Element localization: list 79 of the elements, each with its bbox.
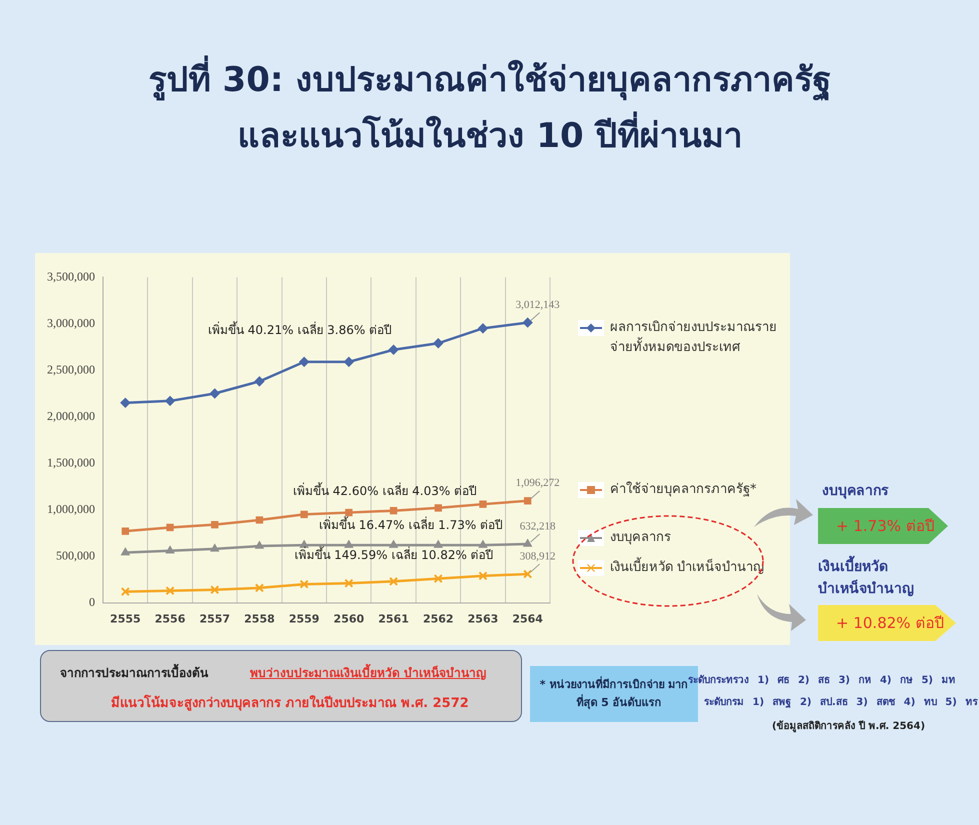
point [388, 344, 399, 355]
point [523, 570, 532, 579]
point [210, 388, 220, 398]
point [434, 574, 443, 584]
x-tick-label: 2555 [110, 612, 141, 626]
legend-label: ผลการเบิกจ่ายงบประมาณรายจ่ายทั้งหมดของประเทศ [610, 319, 778, 357]
chart-title: รูปที่ 30: งบประมาณค่าใช้จ่ายบุคลากรภาครัฐ และแนวโน้มในช่วง 10 ปีที่ผ่านมา [148, 54, 832, 158]
point [165, 396, 176, 406]
annotation: เพิ่มขึ้น 42.60% เฉลี่ย 4.03% ต่อปี [292, 481, 478, 500]
data-label: 308,912 [520, 550, 556, 562]
x-tick-label: 2561 [378, 612, 409, 626]
text: + 10.82% ต่อปี [818, 605, 956, 641]
point [434, 504, 442, 512]
point [523, 538, 532, 547]
point [299, 356, 310, 367]
point [254, 583, 264, 592]
point [210, 544, 220, 552]
point [389, 576, 398, 586]
point [478, 323, 488, 334]
y-tick-label: 1,000,000 [47, 502, 95, 516]
x-tick-label: 2559 [288, 612, 320, 626]
point [300, 580, 309, 589]
point [433, 338, 444, 348]
point [344, 540, 354, 548]
point [120, 398, 130, 408]
point [166, 546, 174, 554]
point [210, 585, 220, 594]
x-tick-label: 2563 [468, 612, 498, 626]
point [345, 508, 353, 516]
point [120, 548, 130, 556]
x-tick-label: 2562 [422, 612, 454, 626]
point [166, 524, 174, 532]
point [256, 516, 264, 524]
x-tick-label: 2564 [512, 612, 544, 626]
point [522, 318, 533, 328]
x-tick-label: 2560 [334, 612, 364, 626]
point [255, 541, 264, 549]
point [478, 540, 488, 548]
text: จากการประมาณการเบื้องต้น [60, 663, 208, 682]
point [254, 376, 264, 386]
point [434, 540, 443, 548]
text: งบบุคลากร [822, 482, 889, 501]
point [478, 571, 488, 580]
legend-label: งบบุคลากร [610, 529, 671, 547]
x-tick-label: 2556 [154, 612, 186, 626]
text: พบว่างบประมาณเงินเบี้ยหวัด บำเหน็จบำนาญ [250, 663, 486, 682]
y-tick-label: 2,000,000 [47, 408, 95, 423]
point [211, 520, 218, 528]
point [344, 578, 354, 588]
y-tick-label: 3,500,000 [47, 269, 95, 284]
legend-label: ค่าใช้จ่ายบุคลากรภาครัฐ* [610, 480, 756, 499]
y-tick-label: 1,500,000 [47, 455, 95, 470]
point [122, 527, 130, 535]
x-tick-label: 2557 [199, 612, 230, 626]
y-tick-label: 3,000,000 [47, 316, 95, 330]
point [479, 500, 487, 508]
data-label: 1,096,272 [516, 477, 560, 490]
data-label: 632,218 [520, 520, 556, 532]
point [524, 497, 532, 504]
y-tick-label: 2,500,000 [47, 362, 95, 376]
text: เงินเบี้ยหวัด บำเหน็จบำนาญ [818, 556, 915, 599]
annotation: เพิ่มขึ้น 149.59% เฉลี่ย 10.82% ต่อปี [294, 545, 494, 564]
legend-label: เงินเบี้ยหวัด บำเหน็จบำนาญ [610, 558, 764, 577]
point [344, 356, 354, 367]
text: (ข้อมูลสถิติการคลัง ปี พ.ศ. 2564) [772, 719, 926, 733]
text: ระดับกรม 1) สพฐ 2) สป.สธ 3) สตช 4) ทบ 5) ทร [704, 696, 978, 709]
text: มีแนวโน้มจะสูงกว่างบบุคลากร ภายในปีงบประมาณ พ.ศ. 2572 [110, 694, 470, 713]
text: ระดับกระทรวง 1) ศธ 2) สธ 3) กห 4) กษ 5) มท [688, 674, 956, 687]
text: + 1.73% ต่อปี [818, 508, 948, 544]
data-label: 3,012,143 [516, 298, 560, 311]
point [390, 507, 398, 514]
annotation: เพิ่มขึ้น 16.47% เฉลี่ย 1.73% ต่อปี [318, 515, 504, 534]
y-tick-label: 0 [89, 594, 95, 609]
annotation: เพิ่มขึ้น 40.21% เฉลี่ย 3.86% ต่อปี [208, 320, 392, 339]
point [120, 587, 130, 596]
x-tick-label: 2558 [244, 612, 275, 626]
y-tick-label: 500,000 [56, 548, 95, 562]
point [166, 586, 175, 596]
point [300, 510, 308, 518]
